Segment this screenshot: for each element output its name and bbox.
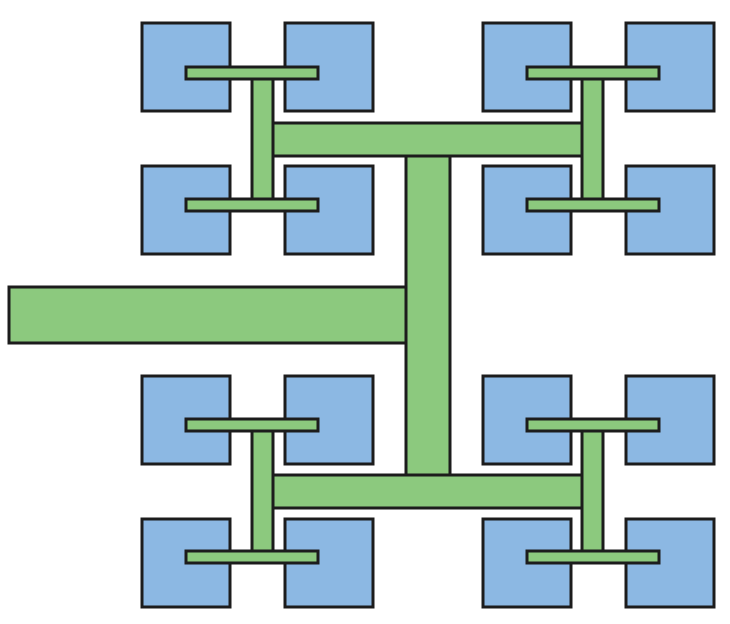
top-right-upper-leaf — [525, 65, 661, 81]
bottom-horizontal-branch — [271, 473, 584, 510]
top-right-stem — [580, 77, 605, 202]
bottom-right-lower-leaf — [525, 549, 661, 565]
main-vertical-trunk — [404, 154, 452, 477]
top-horizontal-branch — [271, 121, 584, 158]
bottom-left-lower-leaf — [184, 549, 320, 565]
top-left-stem — [250, 77, 275, 202]
wires-layer — [7, 65, 661, 565]
top-right-lower-leaf — [525, 197, 661, 213]
bottom-right-stem — [580, 429, 605, 554]
bottom-right-upper-leaf — [525, 417, 661, 433]
top-left-lower-leaf — [184, 197, 320, 213]
top-left-upper-leaf — [184, 65, 320, 81]
bottom-left-upper-leaf — [184, 417, 320, 433]
input-trunk — [7, 285, 409, 345]
bottom-left-stem — [250, 429, 275, 554]
